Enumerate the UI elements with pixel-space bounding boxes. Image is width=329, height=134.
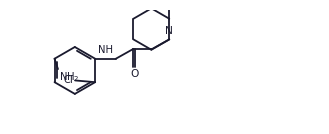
Text: NH$_2$: NH$_2$ xyxy=(59,70,79,84)
Text: N: N xyxy=(165,26,173,36)
Text: NH: NH xyxy=(98,45,113,55)
Text: O: O xyxy=(130,69,138,79)
Text: Cl: Cl xyxy=(63,75,73,85)
